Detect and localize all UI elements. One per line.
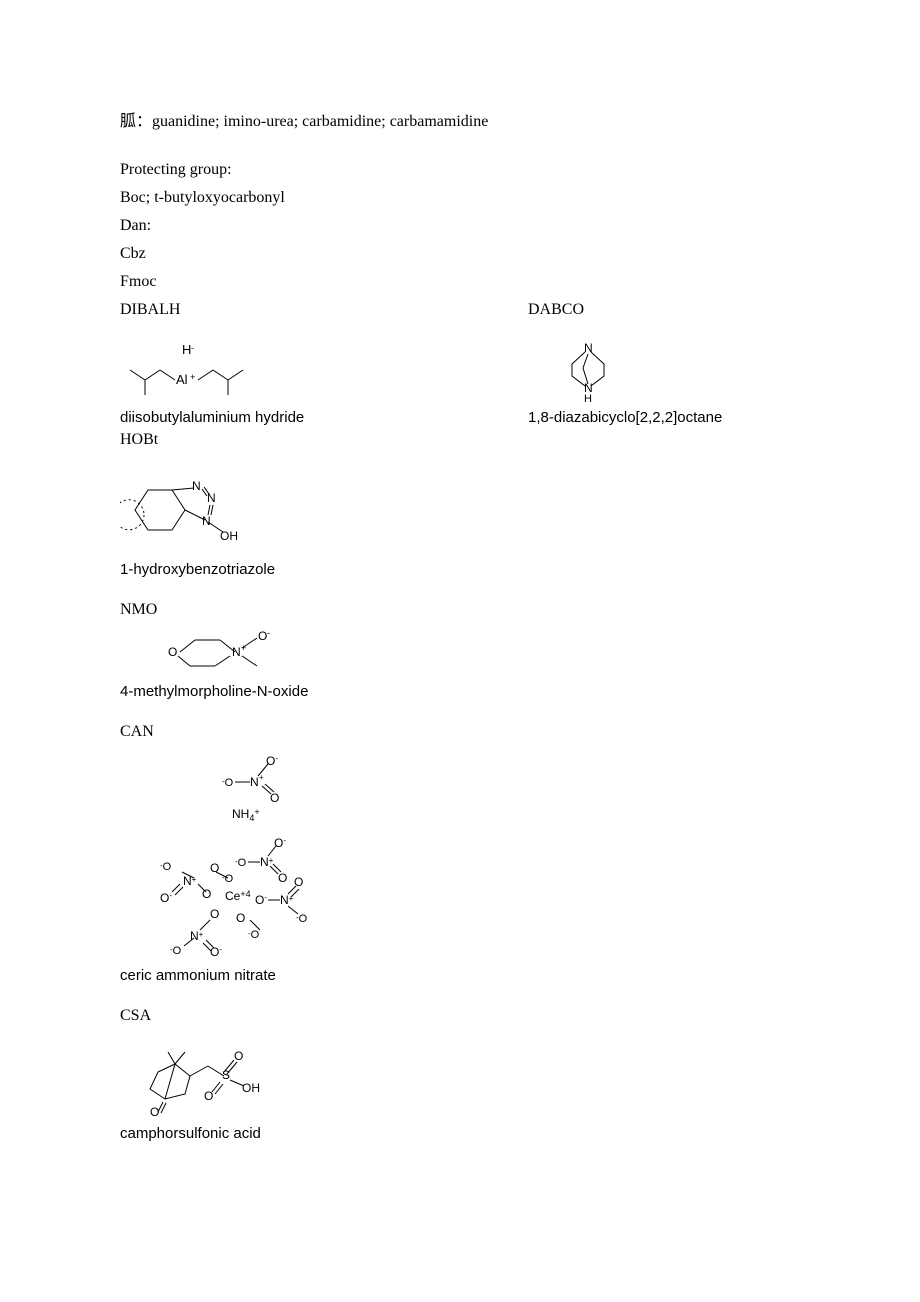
document-page: 胍：guanidine; imino-urea; carbamidine; ca… [0,0,920,1182]
svg-text:-O: -O [160,861,172,873]
pg-cbz: Cbz [120,242,800,266]
svg-text:OH: OH [242,1081,260,1095]
svg-text:O: O [204,1089,213,1103]
svg-text:+: + [190,372,195,382]
can-name: ceric ammonium nitrate [120,967,800,984]
svg-text:O: O [294,875,303,889]
csa-structure: O S O O OH [130,1034,800,1123]
nmo-abbrev: NMO [120,598,800,622]
svg-text:O-: O- [210,945,222,959]
svg-text:N+: N+ [260,855,274,869]
svg-text:OH: OH [220,529,238,543]
svg-text:-O: -O [296,913,308,925]
svg-text:O-: O- [274,836,286,850]
pg-fmoc: Fmoc [120,270,800,294]
svg-text:O: O [236,911,245,925]
svg-text:+: + [259,773,264,782]
csa-abbrev: CSA [120,1004,800,1028]
svg-text:N: N [207,491,216,505]
dibalh-abbrev: DIBALH [120,298,494,322]
svg-text:N: N [250,775,259,789]
svg-text:N+: N+ [280,893,294,907]
svg-text:H: H [182,342,191,357]
svg-text:-: - [191,343,194,353]
svg-text:O: O [202,887,211,901]
hobt-name: 1-hydroxybenzotriazole [120,561,800,578]
svg-text:O: O [210,907,219,921]
svg-text:Ce+4: Ce+4 [225,889,251,903]
can-structure: -O N + O- O NH4+ Ce+4 -O N+ O- O [140,750,800,965]
svg-text:NH4+: NH4+ [232,807,260,823]
svg-text:O: O [150,1105,159,1118]
svg-text:O: O [278,871,287,885]
nmo-name: 4-methylmorpholine-N-oxide [120,683,800,700]
svg-text:+: + [241,643,246,653]
svg-text:O-: O- [160,891,172,905]
svg-text:O: O [210,861,219,875]
svg-text:Al: Al [176,372,188,387]
svg-text:-O: -O [248,929,260,941]
dibalh-dabco-structures: H - Al + diisobutylaluminium hydride HOB… [120,334,800,456]
dibalh-structure: H - Al + [120,340,494,407]
can-abbrev: CAN [120,720,800,744]
svg-text:N: N [584,341,593,355]
hobt-abbrev: HOBt [120,428,494,452]
svg-text:O: O [270,791,279,805]
svg-text:O-: O- [266,754,278,768]
dabco-abbrev: DABCO [528,298,800,322]
svg-text:O: O [258,629,267,643]
dibalh-dabco-row: DIBALH DABCO [120,298,800,326]
svg-text:H: H [584,393,592,402]
svg-text:N: N [192,479,201,493]
pg-boc: Boc; t-butyloxyocarbonyl [120,186,800,210]
nmo-structure: O N + O - [160,628,800,681]
hobt-structure: N N N OH [120,470,800,559]
svg-text:-O: -O [170,945,182,957]
protecting-group-header: Protecting group: [120,158,800,182]
svg-text:S: S [222,1068,230,1082]
csa-name: camphorsulfonic acid [120,1125,800,1142]
pg-dan: Dan: [120,214,800,238]
dabco-structure: N N H [558,340,800,407]
svg-text:O-: O- [255,893,267,907]
guanidine-definition: 胍：guanidine; imino-urea; carbamidine; ca… [120,110,800,134]
svg-text:N: N [232,645,241,659]
svg-text:-: - [267,628,270,638]
svg-text:N+: N+ [190,929,204,943]
svg-text:N+: N+ [183,874,197,888]
svg-text:-O: -O [222,777,234,789]
svg-text:-O: -O [222,873,234,885]
svg-text:N: N [202,514,211,528]
dibalh-name: diisobutylaluminium hydride [120,409,494,426]
svg-text:-O: -O [235,857,247,869]
svg-text:O: O [234,1049,243,1063]
dabco-name: 1,8-diazabicyclo[2,2,2]octane [528,409,800,426]
svg-text:O: O [168,645,177,659]
